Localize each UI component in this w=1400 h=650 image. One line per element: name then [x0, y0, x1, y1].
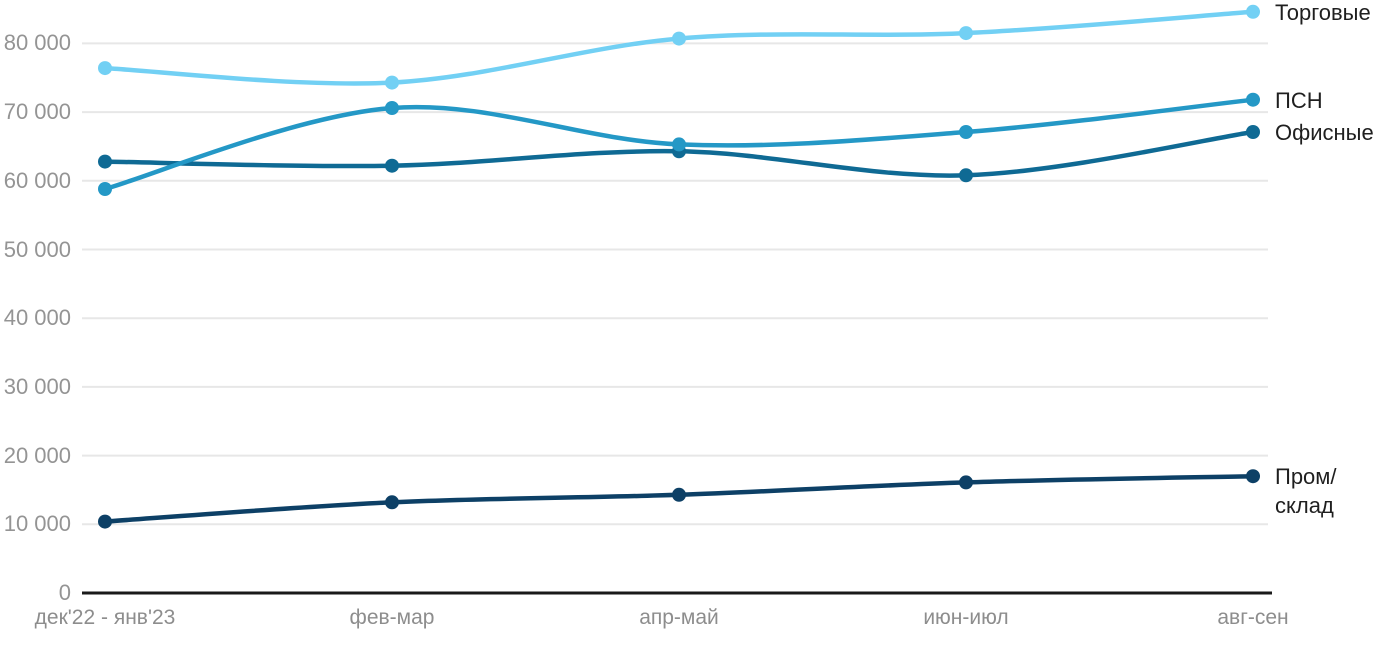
y-tick-label: 0	[58, 580, 71, 605]
y-tick-label: 60 000	[3, 167, 71, 193]
data-point-ПСН[interactable]	[672, 137, 686, 152]
series-line-Торговые	[102, 9, 1256, 86]
x-tick-label: июн-июл	[923, 606, 1009, 629]
x-tick-label: фев-мар	[349, 606, 435, 629]
data-point-Офисные[interactable]	[959, 168, 973, 183]
data-point-Пром/склад[interactable]	[672, 487, 686, 502]
data-point-Торговые[interactable]	[672, 31, 686, 46]
y-tick-label: 80 000	[3, 30, 71, 56]
data-point-Пром/склад[interactable]	[1246, 469, 1260, 484]
x-tick-label: дек'22 - янв'23	[34, 606, 176, 629]
y-tick-label: 10 000	[3, 511, 71, 537]
data-point-Торговые[interactable]	[959, 26, 973, 41]
y-tick-label: 70 000	[3, 99, 71, 125]
data-point-Офисные[interactable]	[385, 158, 399, 173]
data-point-ПСН[interactable]	[385, 101, 399, 115]
data-point-Офисные[interactable]	[1246, 125, 1260, 139]
series-label-Офисные: Офисные	[1275, 120, 1374, 146]
data-point-Торговые[interactable]	[1246, 4, 1260, 19]
data-point-Пром/склад[interactable]	[385, 495, 399, 510]
data-point-Офисные[interactable]	[98, 154, 112, 169]
data-point-ПСН[interactable]	[1246, 92, 1260, 107]
x-tick-label: апр-май	[639, 606, 719, 629]
data-point-Пром/склад[interactable]	[959, 475, 973, 490]
data-point-Пром/склад[interactable]	[98, 514, 112, 529]
y-tick-label: 20 000	[3, 442, 71, 468]
series-label-ПСН: ПСН	[1275, 87, 1323, 113]
series-label-Торговые: Торговые	[1275, 0, 1371, 25]
y-tick-label: 30 000	[3, 373, 71, 399]
series-label-Пром/склад: Пром/склад	[1275, 464, 1337, 519]
x-tick-label: авг-сен	[1217, 606, 1289, 629]
y-tick-label: 40 000	[3, 305, 71, 331]
y-tick-label: 50 000	[3, 236, 71, 262]
data-point-Торговые[interactable]	[98, 61, 112, 76]
data-point-Торговые[interactable]	[385, 75, 399, 90]
data-point-ПСН[interactable]	[959, 125, 973, 139]
data-point-ПСН[interactable]	[98, 182, 112, 196]
